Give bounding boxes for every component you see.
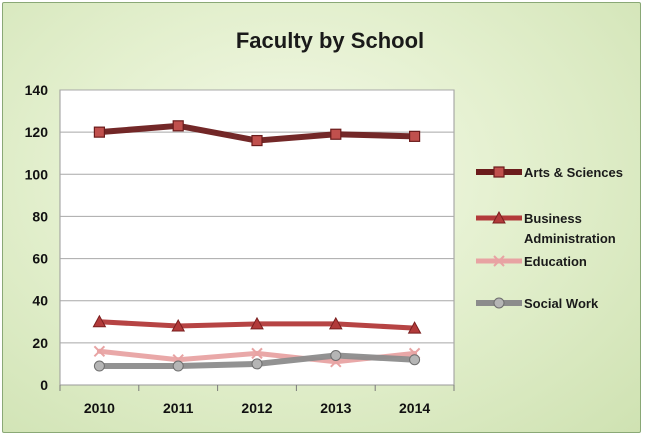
- data-point-marker: [493, 297, 505, 309]
- x-axis-ticks: 2010 2011 2012 2013 2014: [59, 385, 455, 416]
- legend-item: Arts & Sciences: [476, 165, 623, 180]
- legend-item: Social Work: [476, 296, 599, 311]
- data-point-marker: [171, 318, 186, 332]
- data-point-marker: [93, 126, 106, 138]
- y-tick-label: 120: [25, 124, 49, 140]
- data-point-marker: [407, 321, 422, 334]
- data-point-marker: [409, 354, 421, 366]
- data-point-marker: [251, 134, 263, 147]
- x-tick-label: 2014: [399, 400, 430, 416]
- y-tick-label: 60: [32, 251, 48, 267]
- legend-label: Arts & Sciences: [524, 165, 623, 180]
- data-point-marker: [330, 350, 342, 361]
- y-tick-label: 140: [25, 82, 49, 98]
- legend-label: Business Administration: [524, 211, 616, 246]
- data-point-marker: [251, 358, 263, 370]
- legend-item: Education: [476, 254, 587, 269]
- legend-label: Social Work: [524, 296, 599, 311]
- data-point-marker: [328, 316, 343, 330]
- series-0: [93, 120, 421, 147]
- legend-label: Education: [524, 254, 587, 269]
- y-tick-label: 80: [32, 208, 48, 224]
- y-tick-label: 0: [40, 377, 48, 393]
- legend: Arts & Sciences Business Administration Edu…: [476, 165, 623, 311]
- data-point-marker: [493, 166, 505, 178]
- chart-title: Faculty by School: [236, 28, 424, 53]
- series-3: [93, 350, 421, 372]
- data-point-marker: [251, 347, 263, 360]
- series-1: [92, 314, 422, 334]
- data-point-marker: [493, 255, 505, 267]
- x-tick-label: 2011: [163, 400, 194, 416]
- x-tick-label: 2013: [320, 400, 351, 416]
- y-tick-label: 100: [25, 166, 49, 182]
- data-point-marker: [93, 345, 106, 357]
- y-tick-label: 20: [32, 335, 48, 351]
- y-tick-label: 40: [32, 293, 48, 309]
- data-point-marker: [250, 316, 264, 330]
- data-point-marker: [172, 120, 184, 132]
- series-lines: [92, 120, 422, 372]
- data-point-marker: [492, 210, 506, 224]
- data-point-marker: [93, 360, 105, 372]
- data-point-marker: [409, 130, 421, 142]
- data-point-marker: [92, 314, 107, 328]
- x-tick-label: 2012: [241, 400, 272, 416]
- y-axis-ticks: 0 20 40 60 80 100 120 140: [25, 82, 49, 393]
- x-tick-label: 2010: [84, 400, 115, 416]
- legend-item: Business Administration: [476, 210, 616, 246]
- data-point-marker: [330, 128, 342, 140]
- data-point-marker: [172, 360, 184, 372]
